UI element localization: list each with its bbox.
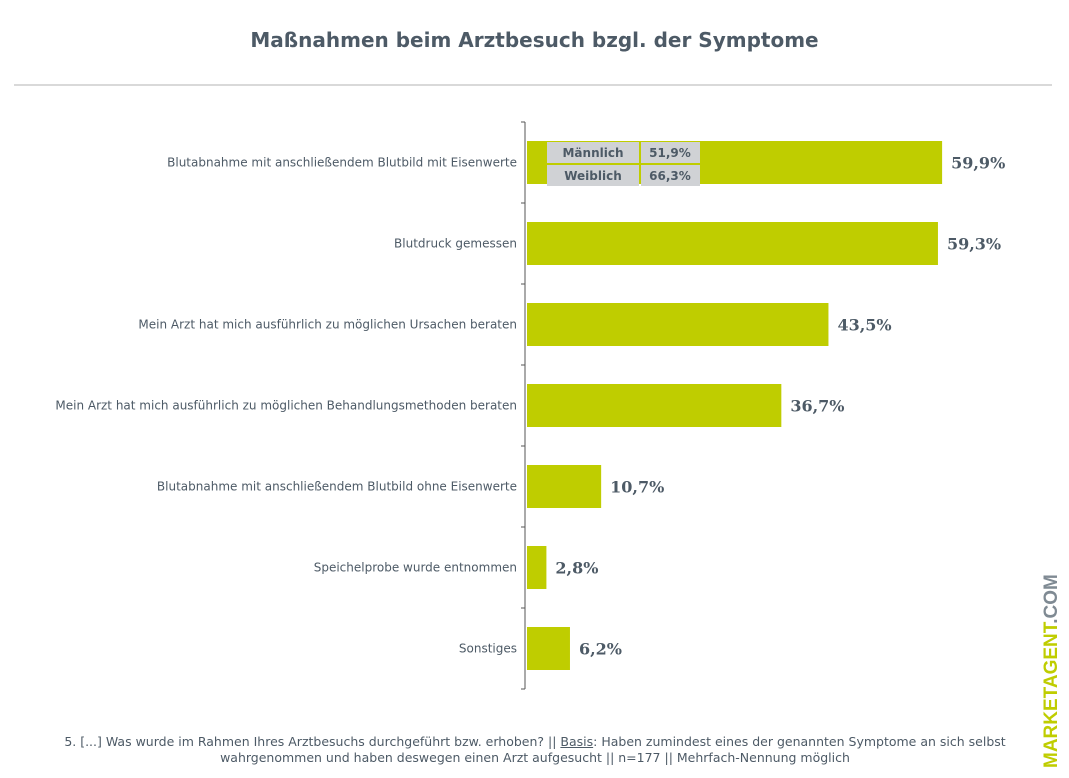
value-label: 10,7% xyxy=(610,478,664,497)
annotation-label: Männlich xyxy=(562,146,623,160)
value-label: 59,3% xyxy=(947,235,1001,254)
annotation-value-cell xyxy=(641,142,700,163)
value-label: 6,2% xyxy=(579,640,622,659)
category-label: Blutabnahme mit anschließendem Blutbild … xyxy=(167,156,517,170)
marketagent-logo: MARKETAGENT.COM xyxy=(1041,574,1063,768)
value-label: 2,8% xyxy=(555,559,598,578)
annotation-label-cell xyxy=(547,142,639,163)
category-label: Sonstiges xyxy=(459,642,517,656)
annotation-value: 66,3% xyxy=(649,169,691,183)
footnote-question: 5. [...] Was wurde im Rahmen Ihres Arztb… xyxy=(64,734,561,749)
annotation-label: Weiblich xyxy=(564,169,622,183)
bar xyxy=(527,465,602,508)
bar xyxy=(527,222,938,265)
footnote-basis-label: Basis xyxy=(560,734,594,749)
footnote: 5. [...] Was wurde im Rahmen Ihres Arztb… xyxy=(40,734,1030,766)
bar xyxy=(527,303,829,346)
logo-main: MARKETAGENT xyxy=(1041,623,1062,768)
chart-title: Maßnahmen beim Arztbesuch bzgl. der Symp… xyxy=(250,28,819,52)
bar xyxy=(527,546,547,589)
footnote-basis: : Haben zumindest eines der genannten Sy… xyxy=(220,734,1006,765)
category-label: Blutdruck gemessen xyxy=(394,237,517,251)
value-label: 43,5% xyxy=(837,316,891,335)
bar xyxy=(527,627,570,670)
bar xyxy=(527,384,782,427)
category-label: Blutabnahme mit anschließendem Blutbild … xyxy=(157,480,517,494)
category-label: Mein Arzt hat mich ausführlich zu möglic… xyxy=(138,318,517,332)
value-label: 36,7% xyxy=(790,397,844,416)
value-label: 59,9% xyxy=(951,154,1005,173)
category-label: Mein Arzt hat mich ausführlich zu möglic… xyxy=(55,399,517,413)
logo-suffix: .COM xyxy=(1041,574,1062,624)
annotation-label-cell xyxy=(547,165,639,186)
title-divider xyxy=(14,84,1052,86)
category-label: Speichelprobe wurde entnommen xyxy=(314,561,517,575)
annotation-value-cell xyxy=(641,165,700,186)
annotation-value: 51,9% xyxy=(649,146,691,160)
